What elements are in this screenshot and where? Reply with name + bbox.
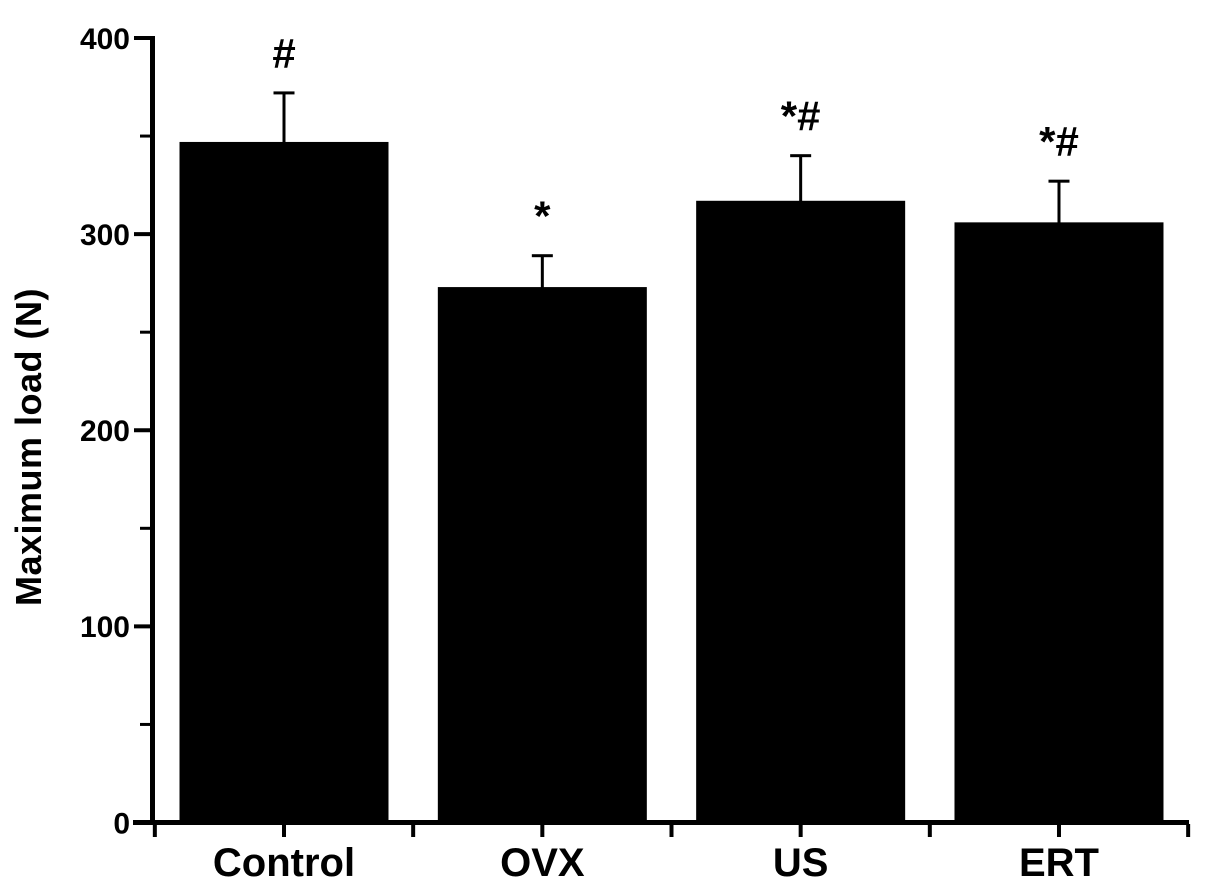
x-tick-0 xyxy=(152,824,157,837)
significance-marker-control: # xyxy=(272,30,295,77)
x-tick-6 xyxy=(927,824,932,837)
x-tick-8 xyxy=(1186,824,1191,837)
bar-ert xyxy=(954,222,1164,823)
y-minor-tick-350 xyxy=(140,134,153,138)
bar-ovx xyxy=(437,287,647,823)
y-major-tick-200 xyxy=(134,428,153,433)
x-tick-label-control: Control xyxy=(213,841,355,885)
significance-marker-ovx: * xyxy=(534,193,551,240)
x-tick-7 xyxy=(1056,824,1061,837)
bar-us xyxy=(696,200,906,823)
x-tick-5 xyxy=(798,824,803,837)
y-tick-label-200: 200 xyxy=(80,415,130,448)
significance-marker-us: *# xyxy=(781,93,821,140)
y-tick-label-0: 0 xyxy=(113,807,130,840)
error-bar-stem-ert xyxy=(1057,181,1061,225)
y-minor-tick-150 xyxy=(140,526,153,530)
bar-control xyxy=(179,141,389,823)
y-major-tick-100 xyxy=(134,624,153,629)
error-bar-cap-us xyxy=(790,154,812,158)
x-tick-1 xyxy=(282,824,286,837)
error-bar-stem-ovx xyxy=(540,255,544,290)
x-tick-2 xyxy=(411,824,416,837)
x-tick-label-ert: ERT xyxy=(1019,841,1099,885)
x-axis-line xyxy=(133,820,1189,825)
x-tick-label-us: US xyxy=(773,841,829,885)
error-bar-cap-ert xyxy=(1048,179,1070,183)
significance-marker-ert: *# xyxy=(1039,118,1079,165)
error-bar-stem-control xyxy=(282,92,286,144)
y-tick-label-300: 300 xyxy=(80,219,130,252)
error-bar-cap-control xyxy=(273,91,295,95)
error-bar-stem-us xyxy=(799,155,803,203)
y-axis-title: Maximum load (N) xyxy=(8,287,49,607)
y-major-tick-400 xyxy=(134,36,153,40)
x-tick-label-ovx: OVX xyxy=(500,841,585,885)
y-tick-label-100: 100 xyxy=(80,611,130,644)
y-minor-tick-50 xyxy=(140,722,153,726)
y-major-tick-300 xyxy=(134,232,153,237)
x-tick-4 xyxy=(669,824,674,837)
y-minor-tick-250 xyxy=(140,330,153,334)
y-axis-line xyxy=(150,36,155,825)
y-tick-label-400: 400 xyxy=(80,23,130,56)
error-bar-cap-ovx xyxy=(531,254,553,258)
x-tick-3 xyxy=(540,824,545,837)
